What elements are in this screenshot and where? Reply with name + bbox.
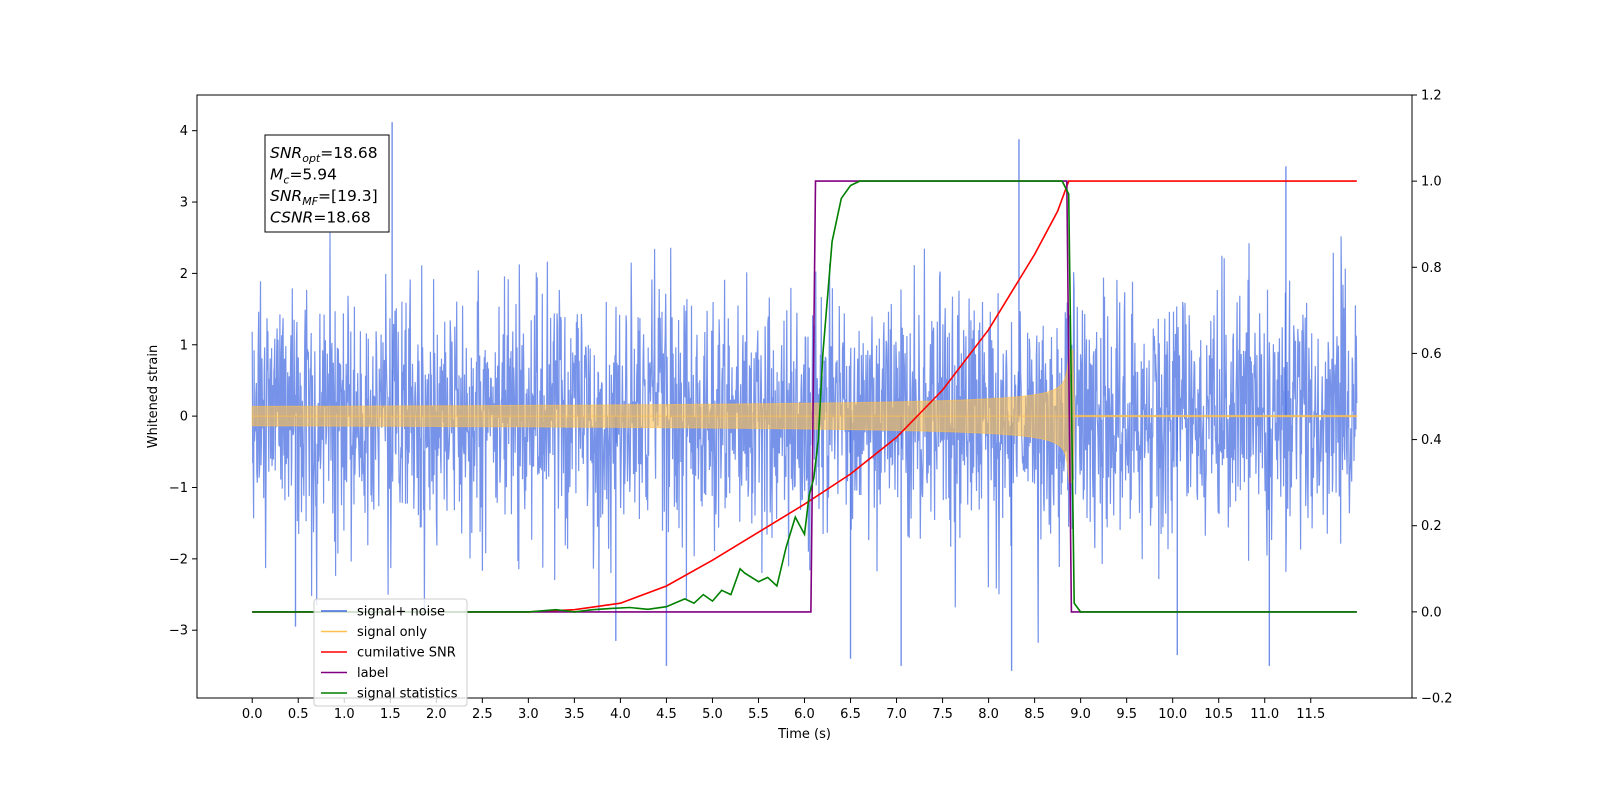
y-axis-title: Whitened strain: [146, 345, 161, 448]
x-tick-label: 10.0: [1158, 707, 1187, 722]
y-left-tick-label: 3: [180, 196, 188, 211]
series-signal-statistics-line: [252, 180, 1357, 613]
y-left-tick-label: 2: [180, 267, 188, 282]
y-right-tick-label: 1.0: [1421, 175, 1442, 190]
y-axis-left: −3 −2 −1 0 1 2 3 4: [169, 124, 197, 639]
x-tick-label: 7.5: [932, 707, 953, 722]
y-right-tick-label: 0.2: [1421, 519, 1442, 534]
x-tick-label: 8.0: [978, 707, 999, 722]
stats-box-frame: [264, 134, 390, 233]
x-axis: 0.0 0.5 1.0 1.5 2.0 2.5 3.0 3.5 4.0 4.5 5.0 5.5 6.0 6…: [242, 698, 1325, 722]
x-tick-label: 8.5: [1024, 707, 1045, 722]
y-axis-right: −0.2 0.0 0.2 0.4 0.6 0.8 1.0 1.2: [1412, 89, 1453, 707]
x-tick-label: 11.5: [1296, 707, 1325, 722]
x-tick-label: 10.5: [1204, 707, 1233, 722]
legend-frame: [313, 598, 468, 707]
series-cumulative-snr-line: [252, 180, 1357, 613]
stats-snr-mf: SNRMF=[19.3]: [270, 187, 378, 208]
y-right-tick-label: 0.8: [1421, 261, 1442, 276]
x-tick-label: 9.0: [1070, 707, 1091, 722]
x-tick-label: 3.5: [564, 707, 585, 722]
legend-entry-label: signal only: [357, 625, 427, 640]
x-tick-label: 6.5: [840, 707, 861, 722]
y-left-tick-label: 1: [180, 338, 188, 353]
x-tick-label: 2.0: [426, 707, 447, 722]
x-tick-label: 1.5: [380, 707, 401, 722]
stats-mc: Mc=5.94: [270, 166, 337, 187]
x-axis-title: Time (s): [777, 727, 831, 742]
legend-entry-label: label: [357, 666, 388, 681]
x-tick-label: 7.0: [886, 707, 907, 722]
series-layer: [251, 122, 1358, 671]
x-tick-label: 1.0: [334, 707, 355, 722]
x-tick-label: 9.5: [1116, 707, 1137, 722]
legend-entry-label: signal statistics: [357, 687, 458, 702]
x-tick-label: 3.0: [518, 707, 539, 722]
y-right-tick-label: −0.2: [1421, 692, 1453, 707]
y-right-tick-label: 0.6: [1421, 347, 1442, 362]
x-tick-label: 5.5: [748, 707, 769, 722]
y-left-tick-label: −3: [169, 624, 188, 639]
y-left-tick-label: −2: [169, 552, 188, 567]
x-tick-label: 0.0: [242, 707, 263, 722]
y-left-tick-label: −1: [169, 481, 188, 496]
y-left-tick-label: 0: [180, 410, 188, 425]
y-right-tick-label: 0.0: [1421, 605, 1442, 620]
x-tick-label: 2.5: [472, 707, 493, 722]
y-right-tick-label: 0.4: [1421, 433, 1442, 448]
x-tick-label: 5.0: [702, 707, 723, 722]
y-left-tick-label: 4: [180, 124, 188, 139]
series-signal-plus-noise-line: [251, 232, 1358, 643]
stats-snr-opt: SNRopt=18.68: [270, 144, 378, 165]
legend: signal+ noise signal only cumilative SNR la…: [313, 598, 468, 707]
stats-annotation-box: SNRopt=18.68 Mc=5.94 SNRMF=[19.3] CSNR=1…: [264, 134, 390, 233]
stats-csnr: CSNR=18.68: [270, 209, 371, 227]
legend-entry-label: cumilative SNR: [357, 646, 456, 661]
x-tick-label: 0.5: [288, 707, 309, 722]
x-tick-label: 4.5: [656, 707, 677, 722]
x-tick-label: 6.0: [794, 707, 815, 722]
y-right-tick-label: 1.2: [1421, 89, 1442, 104]
x-tick-label: 11.0: [1250, 707, 1279, 722]
legend-entry-label: signal+ noise: [357, 605, 445, 620]
x-tick-label: 4.0: [610, 707, 631, 722]
